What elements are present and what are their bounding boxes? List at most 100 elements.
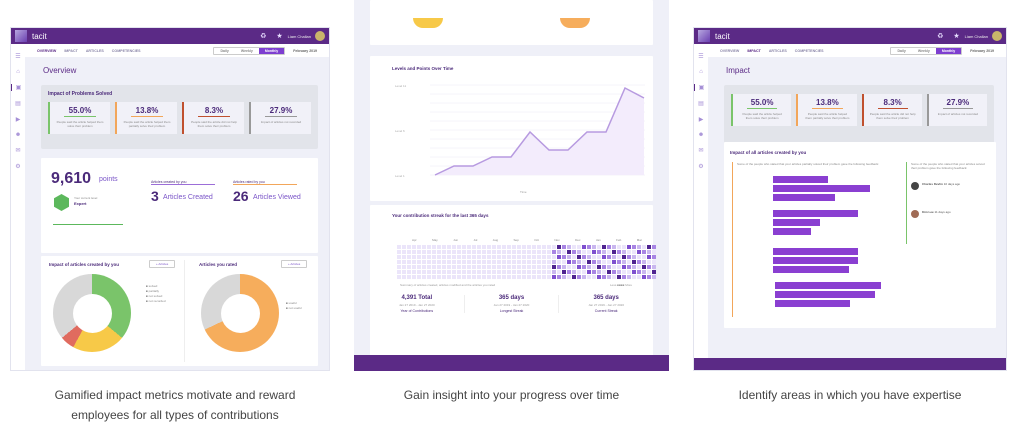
impact-card-not-solved: 8.3% People said the article did not help… bbox=[182, 102, 244, 134]
stat-current: 365 days Jan 27 2019 - Jan 27 2020 Current… bbox=[588, 295, 625, 313]
range-monthly[interactable]: Monthly bbox=[258, 47, 285, 54]
range-monthly[interactable]: Monthly bbox=[935, 47, 962, 54]
footer-bar bbox=[694, 358, 1006, 370]
donut2-chart bbox=[201, 274, 279, 352]
doc-icon[interactable]: ▤ bbox=[698, 101, 704, 107]
range-weekly[interactable]: Weekly bbox=[917, 48, 930, 53]
impact-card-partial: 13.8% People said the article helped them… bbox=[796, 94, 857, 126]
points-section: 9,610 points Your current level Expert A… bbox=[41, 158, 318, 253]
top-bar: tacit ♻ ★ Liam Challan bbox=[694, 28, 1006, 44]
sidebar: ☰ ⌂ ▣ ▤ ▶ ☻ ✉ ⚙ bbox=[694, 44, 708, 370]
points-icon[interactable]: ★ bbox=[953, 33, 960, 40]
user-name[interactable]: Liam Challan bbox=[964, 33, 988, 39]
avatar[interactable] bbox=[315, 31, 325, 41]
contribution-heatmap bbox=[397, 245, 656, 279]
x-axis-label: Time bbox=[520, 190, 527, 194]
points-icon[interactable]: ★ bbox=[276, 33, 283, 40]
impact-card-partial: 13.8% People said the article helped them… bbox=[115, 102, 177, 134]
bar-chart-area: Some of the people who stated that your … bbox=[732, 162, 896, 317]
home-icon[interactable]: ⌂ bbox=[699, 69, 703, 75]
impact-card-solved: 55.0% People said the article helped them… bbox=[48, 102, 110, 134]
month-labels: Apr May Jun Jul Aug Sep Oct Nov Dec Jan Feb Mar bbox=[412, 238, 642, 242]
donut2-title: Articles you rated bbox=[199, 262, 238, 267]
avatar[interactable] bbox=[992, 31, 1002, 41]
tab-impact[interactable]: IMPACT bbox=[64, 48, 78, 53]
chat-icon[interactable]: ✉ bbox=[698, 148, 704, 154]
settings-icon[interactable]: ⚙ bbox=[698, 164, 704, 170]
donut1-title: Impact of articles created by you bbox=[49, 262, 120, 267]
chart-title: Levels and Points Over Time bbox=[392, 66, 454, 71]
users-icon[interactable]: ☻ bbox=[14, 132, 22, 138]
impact-card-unrecorded: 27.9% Impact of articles not recorded bbox=[926, 94, 987, 126]
stat-total: 4,391 Total Jan 27 2019 - Jan 27 2020 Year… bbox=[398, 295, 435, 313]
user-name[interactable]: Liam Challan bbox=[287, 33, 311, 39]
date-filter[interactable]: February 2019 bbox=[293, 48, 317, 53]
level-badge-icon bbox=[54, 194, 69, 211]
donut-section: Impact of articles created by you + Arti… bbox=[41, 256, 318, 366]
impact-screenshot: tacit ♻ ★ Liam Challan ☰ ⌂ ▣ ▤ ▶ ☻ ✉ ⚙ O… bbox=[693, 27, 1007, 371]
streak-stats: 4,391 Total Jan 27 2019 - Jan 27 2020 Year… bbox=[370, 295, 653, 313]
tab-articles[interactable]: ARTICLES bbox=[85, 48, 104, 53]
tab-overview[interactable]: OVERVIEW bbox=[720, 48, 740, 53]
range-daily[interactable]: Daily bbox=[897, 48, 906, 53]
date-filter[interactable]: February 2019 bbox=[970, 48, 994, 53]
caption-progress: Gain insight into your progress over tim… bbox=[403, 388, 620, 402]
chart-icon[interactable]: ▣ bbox=[694, 84, 708, 91]
menu-icon[interactable]: ☰ bbox=[15, 54, 21, 60]
page-title: Overview bbox=[43, 66, 77, 75]
comment: Kim Lee 11 days ago bbox=[911, 210, 988, 218]
created-count: 3 bbox=[151, 188, 159, 204]
tab-competencies[interactable]: COMPETENCIES bbox=[111, 48, 141, 53]
avatar bbox=[911, 182, 919, 190]
notification-icon[interactable]: ♻ bbox=[260, 33, 267, 40]
points-value: 9,610 bbox=[51, 170, 92, 187]
page-title: Impact bbox=[726, 66, 751, 75]
level-progress bbox=[53, 224, 123, 225]
impact-summary: 55.0% People said the article helped them… bbox=[724, 85, 994, 149]
viewed-count: 26 bbox=[233, 188, 249, 204]
top-bar: tacit ♻ ★ Liam Challan bbox=[11, 28, 329, 44]
home-icon[interactable]: ⌂ bbox=[16, 69, 20, 75]
app-name: tacit bbox=[32, 31, 47, 41]
tab-bar: OVERVIEW IMPACT ARTICLES COMPETENCIES Da… bbox=[25, 44, 329, 57]
viewed-label: Articles Viewed bbox=[253, 194, 301, 201]
viewed-title: Articles rated by you bbox=[233, 180, 297, 185]
users-icon[interactable]: ☻ bbox=[697, 132, 705, 138]
tab-articles[interactable]: ARTICLES bbox=[768, 48, 787, 53]
range-toggle: Daily Weekly Monthly bbox=[213, 46, 286, 55]
menu-icon[interactable]: ☰ bbox=[698, 54, 704, 60]
caption-gamified: Gamified impact metrics motivate and rew… bbox=[54, 388, 296, 422]
streak-title: Your contribution streak for the last 36… bbox=[392, 213, 489, 218]
chart-icon[interactable]: ▣ bbox=[11, 84, 25, 91]
levels-line-chart: Level 11 Level 6 Level 1 bbox=[395, 84, 645, 178]
tab-competencies[interactable]: COMPETENCIES bbox=[794, 48, 824, 53]
tacit-logo-icon bbox=[15, 30, 27, 42]
comment: Charles Devlin 10 days ago bbox=[911, 182, 988, 190]
svg-text:Level 11: Level 11 bbox=[395, 84, 406, 88]
caption-expertise: Identify areas in which you have experti… bbox=[738, 388, 962, 402]
impact-card-unrecorded: 27.9% Impact of articles not recorded bbox=[249, 102, 311, 134]
impact-summary: Impact of Problems Solved 55.0% People sa… bbox=[41, 85, 318, 149]
donut1-articles-button[interactable]: + Articles bbox=[149, 260, 176, 268]
created-label: Articles Created bbox=[163, 194, 213, 201]
notification-icon[interactable]: ♻ bbox=[937, 33, 944, 40]
video-icon[interactable]: ▶ bbox=[15, 117, 21, 123]
donut2-articles-button[interactable]: + Articles bbox=[281, 260, 308, 268]
range-toggle: Daily Weekly Monthly bbox=[890, 46, 963, 55]
chat-icon[interactable]: ✉ bbox=[15, 148, 21, 154]
app-name: tacit bbox=[715, 31, 730, 41]
heat-legend: Less ■■■■ More bbox=[610, 283, 633, 287]
doc-icon[interactable]: ▤ bbox=[15, 101, 21, 107]
tab-impact[interactable]: IMPACT bbox=[747, 48, 761, 53]
progress-screenshot: Levels and Points Over Time Level 11 Leve… bbox=[354, 0, 669, 371]
range-weekly[interactable]: Weekly bbox=[240, 48, 253, 53]
sidebar: ☰ ⌂ ▣ ▤ ▶ ☻ ✉ ⚙ bbox=[11, 44, 25, 370]
settings-icon[interactable]: ⚙ bbox=[15, 164, 21, 170]
video-icon[interactable]: ▶ bbox=[698, 117, 704, 123]
range-daily[interactable]: Daily bbox=[220, 48, 229, 53]
overview-screenshot: tacit ♻ ★ Liam Challan ☰ ⌂ ▣ ▤ ▶ ☻ ✉ ⚙ O… bbox=[10, 27, 330, 371]
tab-overview[interactable]: OVERVIEW bbox=[37, 48, 57, 53]
tacit-logo-icon bbox=[698, 30, 710, 42]
points-label: points bbox=[99, 176, 118, 183]
feedback-section: Impact of all articles created by you So… bbox=[724, 142, 996, 328]
